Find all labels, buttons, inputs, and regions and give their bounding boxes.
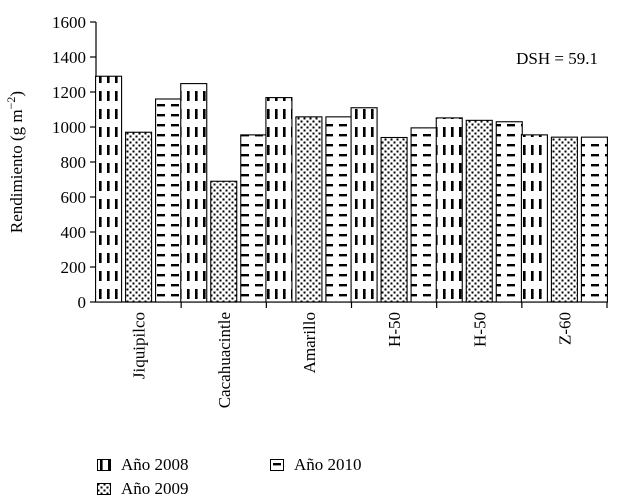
legend-item-2008: Año 2008	[97, 455, 189, 475]
bar-año-2010-0	[155, 98, 183, 303]
x-tick-label: H-50	[385, 312, 404, 347]
y-tick-label: 1200	[52, 83, 86, 102]
bar-año-2008-3	[350, 107, 378, 303]
x-tick-label: Jiquipilco	[130, 312, 149, 379]
bar-año-2009-1	[210, 180, 238, 303]
bar-año-2010-2	[325, 116, 353, 303]
legend-label-2010: Año 2010	[294, 455, 362, 474]
bar-año-2009-5	[550, 136, 578, 303]
dsh-annotation: DSH = 59.1	[516, 49, 598, 68]
bar-año-2008-1	[180, 83, 208, 303]
bar-año-2010-1	[240, 134, 268, 303]
x-tick-label: Amarillo	[300, 312, 319, 373]
bar-año-2009-2	[295, 116, 323, 303]
bar-año-2008-2	[265, 97, 293, 303]
bar-año-2009-3	[380, 136, 408, 303]
legend-swatch-2009	[97, 483, 111, 495]
legend-label-2008: Año 2008	[121, 455, 189, 474]
x-tick-label: Cacahuacintle	[215, 312, 234, 408]
x-tick-label: H-50	[470, 312, 489, 347]
legend-item-2010: Año 2010	[270, 455, 362, 475]
axes: 0 200 400 600 800 1000 1200 1400 1600	[52, 13, 608, 312]
legend-swatch-2008	[97, 459, 111, 471]
y-tick-label: 1000	[52, 118, 86, 137]
x-tick-labels: Jiquipilco Cacahuacintle Amarillo H-50 H-50 Z…	[130, 312, 575, 408]
bar-año-2010-3	[410, 127, 438, 303]
y-axis-ticks: 0 200 400 600 800 1000 1200 1400 1600	[52, 13, 96, 312]
y-tick-label: 200	[61, 258, 87, 277]
bar-año-2009-0	[125, 131, 153, 303]
y-tick-label: 800	[61, 153, 87, 172]
legend-swatch-2010	[270, 459, 284, 471]
legend-label-2009: Año 2009	[121, 479, 189, 498]
legend-item-2009: Año 2009	[97, 479, 189, 499]
bar-año-2010-4	[495, 121, 523, 303]
y-tick-label: 600	[61, 188, 87, 207]
bars	[95, 75, 608, 303]
x-axis-ticks	[180, 302, 608, 308]
y-tick-label: 0	[78, 293, 87, 312]
bar-año-2009-4	[465, 119, 493, 303]
bar-año-2010-5	[580, 136, 608, 303]
bar-año-2008-0	[95, 75, 123, 303]
x-tick-label: Z-60	[555, 312, 574, 345]
bar-año-2008-4	[435, 117, 463, 303]
bar-año-2008-5	[520, 134, 548, 303]
y-tick-label: 1400	[52, 48, 86, 67]
y-axis-title: Rendimiento (g m−2)	[4, 91, 26, 233]
y-tick-label: 400	[61, 223, 87, 242]
y-tick-label: 1600	[52, 13, 86, 32]
